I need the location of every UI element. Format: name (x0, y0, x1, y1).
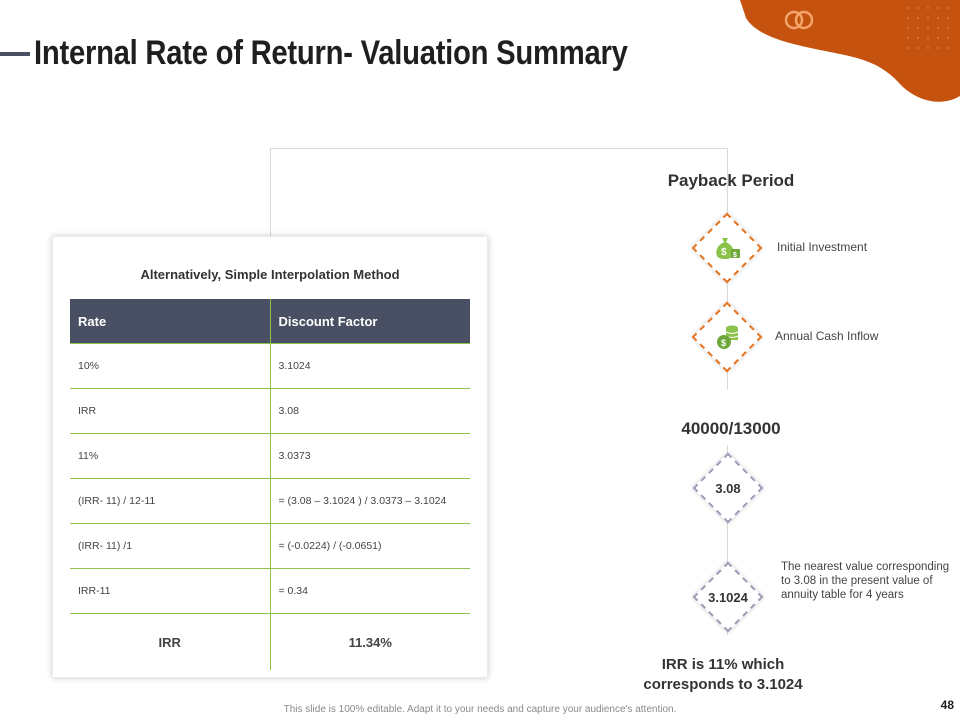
payback-ratio: 40000/13000 (681, 419, 781, 438)
coins-icon: $ (717, 325, 739, 349)
table-cell: 11% (70, 433, 270, 479)
connector-line (270, 148, 728, 236)
table-cell: = (-0.0224) / (-0.0651) (269, 523, 470, 569)
flow-line-lower (727, 445, 728, 635)
irr-summary: IRR is 11% which corresponds to 3.1024 (603, 655, 843, 695)
table-row: (IRR- 11) /1 = (-0.0224) / (-0.0651) (70, 523, 470, 569)
money-bag-icon: $ $ (716, 238, 740, 259)
table-header-row: Rate Discount Factor (70, 299, 470, 344)
page-title: Internal Rate of Return- Valuation Summa… (34, 34, 628, 72)
irr-summary-line-2: corresponds to 3.1024 (643, 676, 803, 693)
header-rate: Rate (70, 299, 270, 344)
table-total-row: IRR 11.34% (70, 613, 470, 670)
table-row: (IRR- 11) / 12-11 = (3.08 – 3.1024 ) / 3… (70, 478, 470, 524)
value-2: 3.1024 (708, 590, 748, 605)
table-cell: 10% (70, 343, 270, 389)
svg-text:$: $ (721, 247, 727, 258)
interpolation-table: Rate Discount Factor 10% 3.1024 IRR 3.08… (70, 299, 470, 670)
table-cell: (IRR- 11) /1 (70, 523, 270, 569)
decorative-blob (740, 0, 960, 102)
value-1: 3.08 (715, 481, 741, 496)
annual-cash-inflow-label: Annual Cash Inflow (775, 329, 879, 343)
flow-line-upper (727, 200, 728, 390)
svg-text:$: $ (721, 338, 726, 348)
header-discount-factor: Discount Factor (269, 299, 470, 344)
table-cell: IRR-11 (70, 568, 270, 614)
nearest-value-note: The nearest value corresponding to 3.08 … (781, 561, 950, 601)
interpolation-card: Alternatively, Simple Interpolation Meth… (52, 236, 488, 678)
table-cell: 3.0373 (269, 433, 470, 479)
footer-note: This slide is 100% editable. Adapt it to… (283, 704, 677, 715)
table-cell: (IRR- 11) / 12-11 (70, 478, 270, 524)
table-row: IRR 3.08 (70, 388, 470, 434)
table-cell: 3.08 (269, 388, 470, 434)
table-cell: = (3.08 – 3.1024 ) / 3.0373 – 3.1024 (269, 478, 470, 524)
svg-text:$: $ (733, 252, 737, 259)
title-accent-bar (0, 52, 30, 56)
rings-icon (784, 10, 814, 30)
payback-period-title: Payback Period (667, 171, 795, 190)
table-row: IRR-11 = 0.34 (70, 568, 470, 614)
total-value: 11.34% (269, 613, 470, 670)
card-title: Alternatively, Simple Interpolation Meth… (140, 267, 400, 282)
table-row: 10% 3.1024 (70, 343, 470, 389)
initial-investment-label: Initial Investment (777, 240, 868, 254)
irr-summary-line-1: IRR is 11% which (661, 656, 785, 673)
table-cell: 3.1024 (269, 343, 470, 389)
page-number: 48 (940, 698, 954, 712)
table-cell: = 0.34 (269, 568, 470, 614)
table-row: 11% 3.0373 (70, 433, 470, 479)
total-label: IRR (158, 634, 181, 650)
table-cell: IRR (70, 388, 270, 434)
